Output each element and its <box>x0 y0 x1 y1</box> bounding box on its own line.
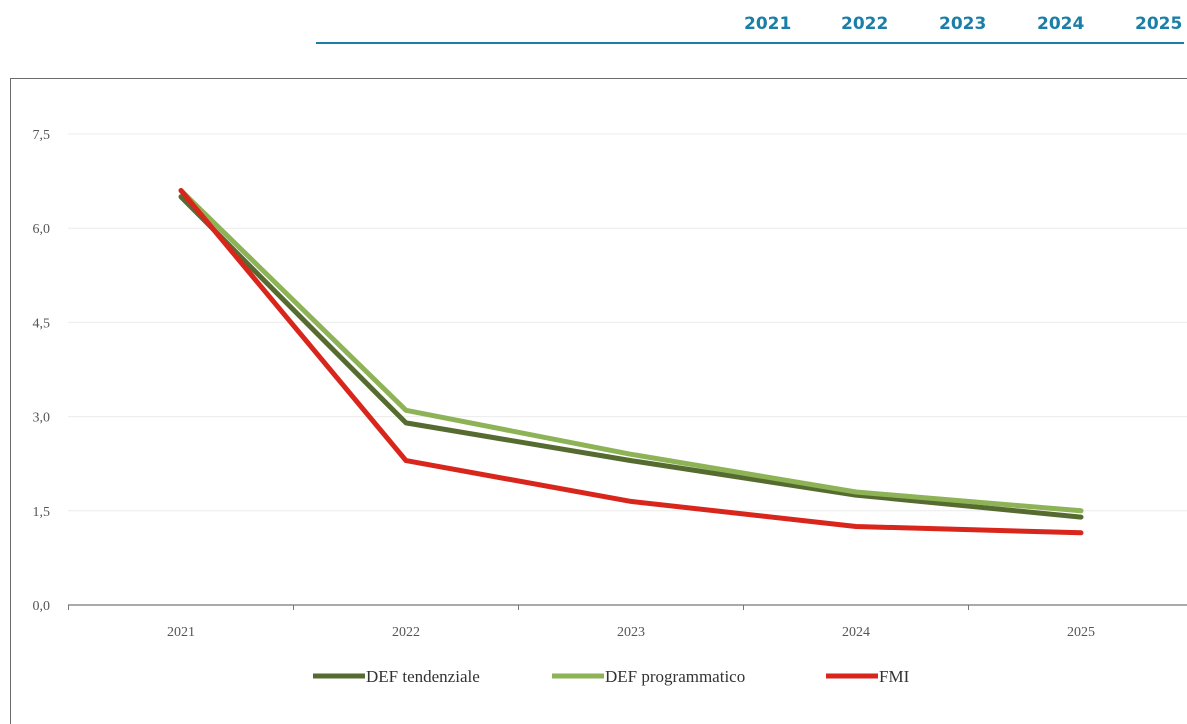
year-header-cell: 2023 <box>939 14 987 34</box>
x-tick-label: 2024 <box>842 625 870 640</box>
legend: DEF tendenziale DEF programmatico FMI <box>313 667 910 686</box>
year-header-cell: 2021 <box>744 14 792 34</box>
chart-frame <box>10 78 1187 724</box>
year-header-cell: 2022 <box>841 14 889 34</box>
series-line <box>178 194 1084 520</box>
table-year-header: 2021 2022 2023 2024 2025 <box>0 0 1187 50</box>
series-line <box>178 188 1084 514</box>
year-header-rule <box>316 42 1184 44</box>
year-header-cell: 2025 <box>1135 14 1183 34</box>
y-tick-label: 7,5 <box>33 128 51 143</box>
legend-label: DEF tendenziale <box>366 667 480 686</box>
series-lines <box>178 188 1084 536</box>
y-tick-label: 6,0 <box>33 222 51 237</box>
axes: 0,0 1,5 3,0 4,5 6,0 7,5 2021 2022 2023 2024 2025 <box>33 128 1187 640</box>
x-tick-label: 2023 <box>617 625 645 640</box>
y-tick-label: 0,0 <box>33 599 51 614</box>
y-tick-label: 1,5 <box>33 505 51 520</box>
legend-label: DEF programmatico <box>605 667 745 686</box>
y-tick-label: 4,5 <box>33 316 51 331</box>
x-tick-label: 2025 <box>1067 625 1095 640</box>
series-line <box>178 188 1084 536</box>
legend-label: FMI <box>879 667 910 686</box>
x-tick-label: 2021 <box>167 625 195 640</box>
year-header-cell: 2024 <box>1037 14 1085 34</box>
x-tick-label: 2022 <box>392 625 420 640</box>
y-tick-label: 3,0 <box>33 411 51 426</box>
